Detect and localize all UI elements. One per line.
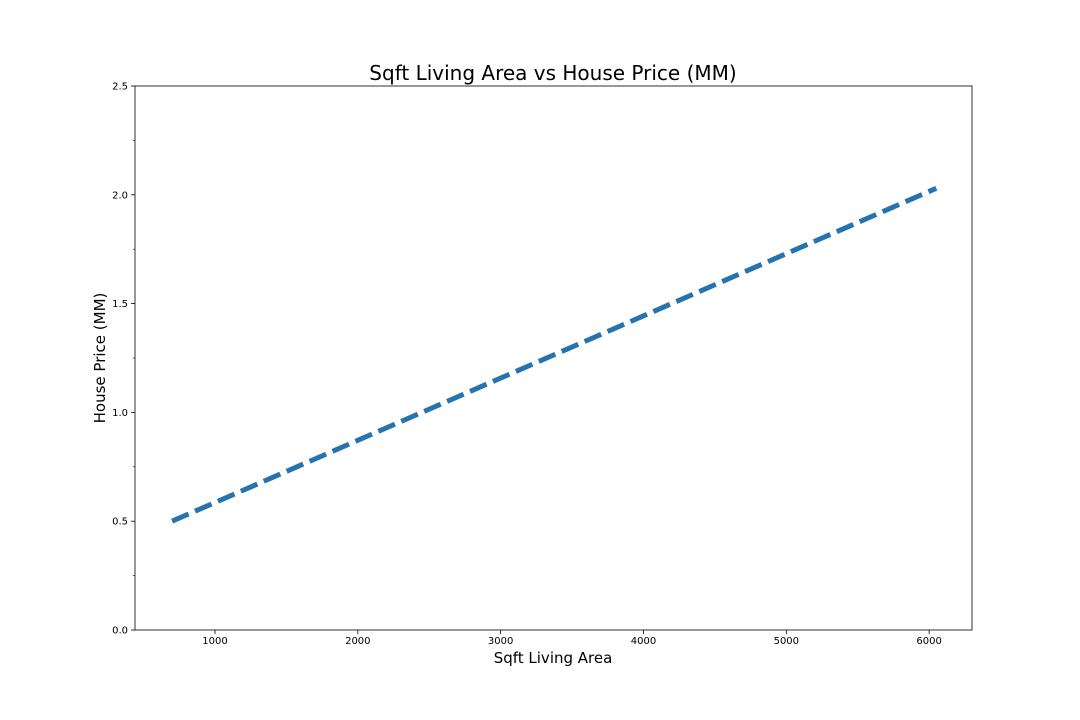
x-tick-label: 4000 [631,636,656,647]
chart-title: Sqft Living Area vs House Price (MM) [369,61,736,85]
x-axis-ticks: 1000 2000 3000 4000 5000 6000 [202,630,942,647]
x-tick-label: 1000 [202,636,227,647]
x-tick-label: 3000 [488,636,513,647]
y-tick-label: 0.5 [112,517,128,528]
x-tick-label: 6000 [916,636,941,647]
y-tick-label: 1.5 [112,299,128,310]
y-axis-label: House Price (MM) [91,293,109,424]
y-tick-label: 1.0 [112,408,128,419]
series-line [171,186,938,524]
y-axis-ticks: 0.0 0.5 1.0 1.5 2.0 2.5 [112,82,135,637]
x-tick-label: 5000 [774,636,799,647]
y-tick-label: 2.0 [112,190,128,201]
y-tick-label: 0.0 [112,626,128,637]
x-tick-label: 2000 [345,636,370,647]
x-axis-label: Sqft Living Area [494,649,613,667]
plot-frame [134,85,973,631]
y-tick-label: 2.5 [112,82,128,93]
plot-content [171,186,938,524]
